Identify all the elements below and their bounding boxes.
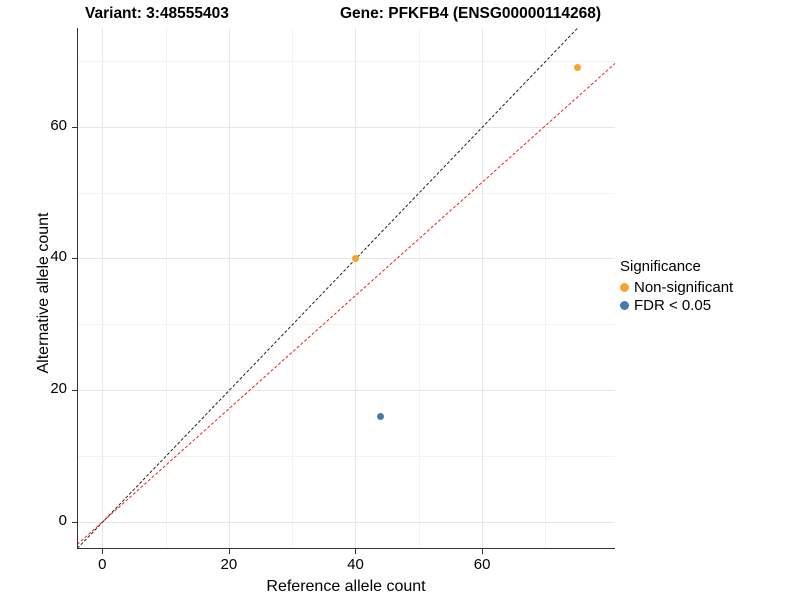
y-tick-label: 60 bbox=[50, 116, 67, 134]
x-tick-label: 20 bbox=[220, 556, 238, 573]
legend-item[interactable]: FDR < 0.05 bbox=[620, 296, 798, 314]
gridline-major-x bbox=[482, 28, 484, 548]
data-point[interactable] bbox=[377, 412, 385, 420]
legend-key-dot-icon bbox=[620, 282, 629, 292]
gridline-major-x bbox=[102, 28, 104, 548]
y-axis-label: Alternative allele count bbox=[35, 212, 52, 374]
variant-title: Variant: 3:48555403 bbox=[85, 5, 229, 22]
gridline-minor-y bbox=[77, 60, 615, 62]
gridline-minor-y bbox=[77, 455, 615, 457]
gridline-minor-y bbox=[77, 192, 615, 194]
gridline-major-y bbox=[77, 521, 615, 523]
y-tick-label: 0 bbox=[58, 511, 67, 529]
y-tick-mark bbox=[72, 126, 77, 128]
gridline-major-x bbox=[228, 28, 230, 548]
gridline-minor-x bbox=[545, 28, 547, 548]
y-tick-label: 20 bbox=[50, 380, 67, 398]
y-tick-mark bbox=[72, 258, 77, 260]
data-point[interactable] bbox=[573, 63, 581, 71]
gridline-minor-y bbox=[77, 324, 615, 326]
x-tick-mark bbox=[102, 549, 104, 554]
legend-items: Non-significant FDR < 0.05 bbox=[620, 278, 798, 314]
gridline-minor-x bbox=[418, 28, 420, 548]
legend-item-label: FDR < 0.05 bbox=[634, 296, 712, 314]
x-tick-label: 40 bbox=[347, 556, 364, 573]
gridline-major-x bbox=[355, 28, 357, 548]
gene-title: Gene: PFKFB4 (ENSG00000114268) bbox=[340, 5, 602, 22]
x-axis-line bbox=[77, 548, 615, 549]
y-axis-line bbox=[77, 28, 78, 548]
y-tick-mark bbox=[72, 521, 77, 523]
expected-ratio-line bbox=[77, 63, 615, 546]
gridline-minor-x bbox=[292, 28, 294, 548]
gridline-minor-x bbox=[165, 28, 167, 548]
x-tick-label: 60 bbox=[473, 556, 491, 573]
legend-item-label: Non-significant bbox=[634, 278, 734, 296]
x-tick-mark bbox=[482, 549, 484, 554]
legend-item[interactable]: Non-significant bbox=[620, 278, 798, 296]
x-axis-label: Reference allele count bbox=[266, 578, 426, 595]
legend: Significance Non-significant FDR < 0.05 bbox=[620, 258, 798, 314]
legend-key-dot-icon bbox=[620, 300, 629, 310]
gridline-major-y bbox=[77, 126, 615, 128]
x-tick-mark bbox=[355, 549, 357, 554]
y-tick-label: 40 bbox=[50, 248, 67, 266]
gridline-major-y bbox=[77, 258, 615, 260]
gridline-major-y bbox=[77, 390, 615, 392]
x-tick-label: 0 bbox=[98, 556, 107, 573]
legend-title: Significance bbox=[620, 258, 701, 275]
chart-title-row: Variant: 3:48555403 Gene: PFKFB4 (ENSG00… bbox=[0, 0, 800, 30]
data-point[interactable] bbox=[351, 254, 359, 262]
plot-panel bbox=[77, 28, 615, 548]
x-tick-mark bbox=[228, 549, 230, 554]
y-tick-mark bbox=[72, 390, 77, 392]
